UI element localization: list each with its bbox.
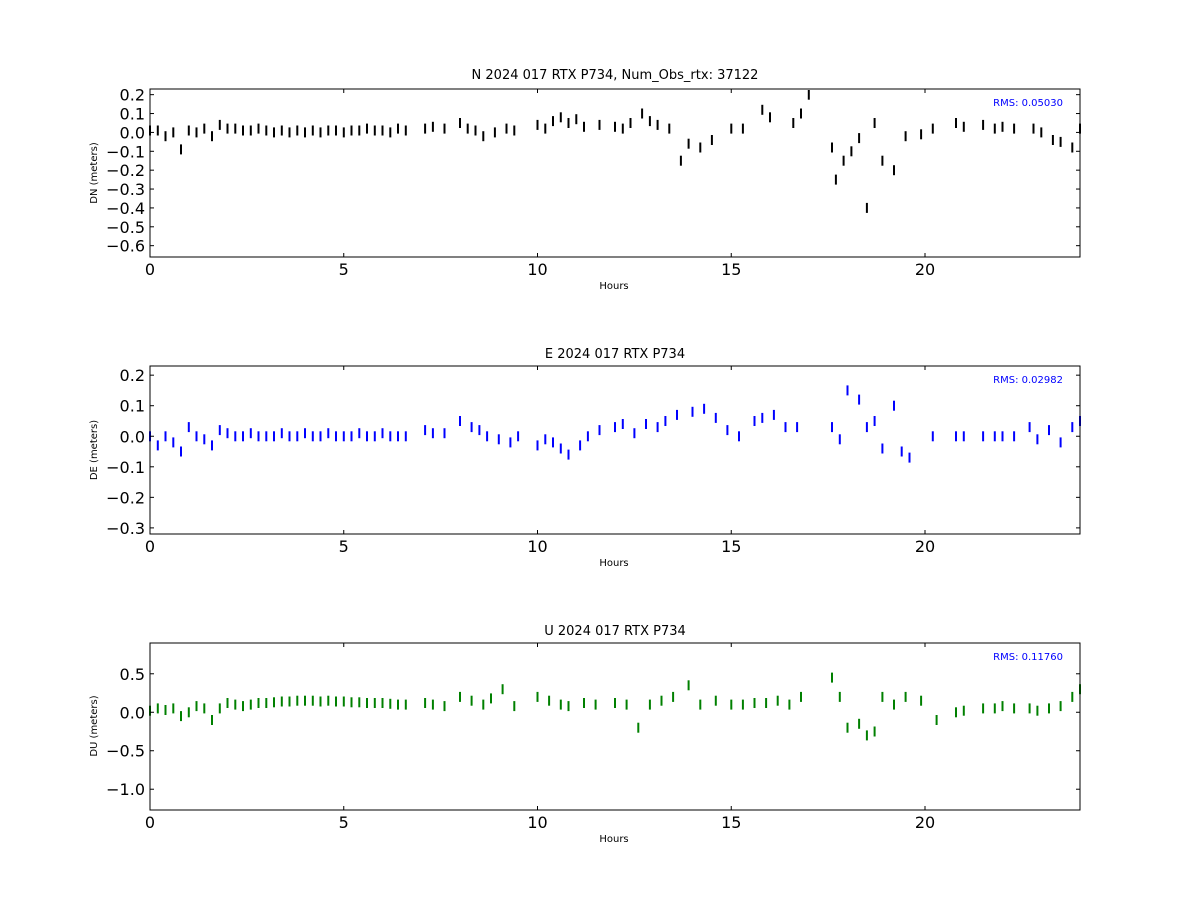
up-x-tick-label: 0 <box>145 813 155 832</box>
up-axes-frame <box>149 642 1081 811</box>
east-y-tick-label: −0.2 <box>106 488 145 507</box>
up-title: U 2024 017 RTX P734 <box>544 624 686 639</box>
north-title: N 2024 017 RTX P734, Num_Obs_rtx: 37122 <box>472 68 759 83</box>
north-y-tick-label: −0.5 <box>106 218 145 237</box>
north-panel: N 2024 017 RTX P734, Num_Obs_rtx: 37122 … <box>89 68 1081 292</box>
north-y-tick-label: 0.2 <box>120 86 145 105</box>
north-ylabel: DN (meters) <box>89 142 100 204</box>
up-x-tick-label: 15 <box>721 813 741 832</box>
up-rms-annotation: RMS: 0.11760 <box>993 652 1063 663</box>
north-xlabel: Hours <box>599 281 628 292</box>
east-xlabel: Hours <box>599 558 628 569</box>
east-x-tick-label: 20 <box>915 537 935 556</box>
up-xlabel: Hours <box>599 834 628 845</box>
east-y-tick-label: 0.1 <box>120 397 145 416</box>
east-ylabel: DE (meters) <box>89 420 100 480</box>
up-y-tick-label: 0.5 <box>120 665 145 684</box>
north-x-tick-label: 0 <box>145 260 155 279</box>
north-y-tick-label: −0.2 <box>106 161 145 180</box>
east-y-tick-label: 0.0 <box>120 427 145 446</box>
up-marks <box>149 672 1081 741</box>
up-panel: U 2024 017 RTX P734 0 5 10 15 20 0.5 0.0 −0.5 −1… <box>89 624 1081 845</box>
up-ticks: 0 5 10 15 20 0.5 0.0 −0.5 −1.0 <box>106 643 1080 832</box>
north-y-tick-label: 0.1 <box>120 105 145 124</box>
north-axes-frame <box>149 88 1081 258</box>
north-y-tick-label: −0.3 <box>106 180 145 199</box>
up-y-tick-label: −0.5 <box>106 742 145 761</box>
east-panel: E 2024 017 RTX P734 0 5 10 15 20 0.2 0.1 0.0 −0.… <box>89 347 1081 569</box>
north-x-tick-label: 15 <box>721 260 741 279</box>
north-x-tick-label: 20 <box>915 260 935 279</box>
east-y-tick-label: 0.2 <box>120 366 145 385</box>
up-x-tick-label: 5 <box>339 813 349 832</box>
up-x-tick-label: 10 <box>527 813 547 832</box>
up-x-tick-label: 20 <box>915 813 935 832</box>
north-rms-annotation: RMS: 0.05030 <box>993 98 1063 109</box>
east-rms-annotation: RMS: 0.02982 <box>993 375 1063 386</box>
north-ticks: 0 5 10 15 20 0.20.10.0−0.1−0.2−0.3−0.4−0.5−0.… <box>106 86 1080 279</box>
north-y-tick-label: 0.0 <box>120 123 145 142</box>
north-x-tick-label: 10 <box>527 260 547 279</box>
up-y-tick-label: −1.0 <box>106 780 145 799</box>
east-x-tick-label: 0 <box>145 537 155 556</box>
up-ylabel: DU (meters) <box>89 695 100 756</box>
east-ticks: 0 5 10 15 20 0.2 0.1 0.0 −0.1 −0.2 −0.3 <box>106 366 1080 556</box>
up-y-tick-label: 0.0 <box>120 703 145 722</box>
north-y-tick-label: −0.1 <box>106 142 145 161</box>
east-axes-frame <box>149 365 1081 535</box>
north-y-tick-label: −0.6 <box>106 237 145 256</box>
east-title: E 2024 017 RTX P734 <box>545 347 685 362</box>
east-marks <box>149 385 1081 463</box>
north-y-tick-label: −0.4 <box>106 199 145 218</box>
east-x-tick-label: 10 <box>527 537 547 556</box>
north-x-tick-label: 5 <box>339 260 349 279</box>
east-x-tick-label: 5 <box>339 537 349 556</box>
east-y-tick-label: −0.1 <box>106 458 145 477</box>
east-y-tick-label: −0.3 <box>106 519 145 538</box>
east-x-tick-label: 15 <box>721 537 741 556</box>
